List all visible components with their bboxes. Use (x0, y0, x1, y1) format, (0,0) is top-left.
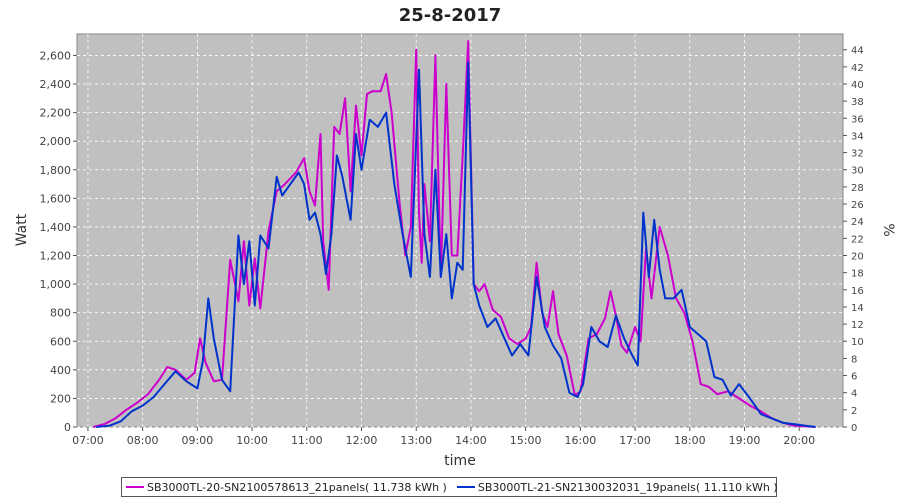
y2-tick-label: 4 (851, 389, 857, 400)
y2-tick-label: 44 (851, 46, 864, 57)
y-tick-label: 2,000 (40, 135, 72, 148)
y2-tick-label: 28 (851, 183, 864, 194)
y2-tick-label: 22 (851, 234, 864, 245)
legend-label-1: SB3000TL-20-SN2100578613_21panels( 11.73… (147, 480, 447, 494)
y2-tick-label: 40 (851, 80, 864, 91)
y2-axis-ticks: 0246810121416182022242628303234363840424… (843, 46, 864, 434)
y2-tick-label: 6 (851, 372, 857, 383)
y2-tick-label: 8 (851, 354, 857, 365)
x-tick-label: 17:00 (619, 434, 651, 447)
y2-tick-label: 14 (851, 303, 864, 314)
y-tick-label: 800 (50, 307, 71, 320)
x-axis-label: time (444, 453, 476, 469)
legend-item-2: SB3000TL-21-SN2130032031_19panels( 11.11… (456, 480, 778, 494)
x-tick-label: 16:00 (565, 434, 597, 447)
y2-tick-label: 2 (851, 406, 857, 417)
y-tick-label: 2,400 (40, 78, 72, 91)
series-line-1 (93, 40, 816, 428)
x-tick-label: 10:00 (236, 434, 268, 447)
y2-tick-label: 10 (851, 337, 864, 348)
plot-area (76, 33, 844, 428)
legend-label-2: SB3000TL-21-SN2130032031_19panels( 11.11… (477, 480, 778, 494)
x-tick-label: 07:00 (72, 434, 104, 447)
y-tick-label: 1,400 (40, 221, 72, 234)
series-lines (93, 40, 816, 428)
y-tick-label: 1,800 (40, 164, 72, 177)
x-tick-label: 09:00 (182, 434, 214, 447)
y-tick-label: 2,200 (40, 107, 72, 120)
y2-tick-label: 30 (851, 166, 864, 177)
y2-tick-label: 20 (851, 251, 864, 262)
y2-axis-label: % (880, 223, 896, 236)
x-tick-label: 14:00 (455, 434, 487, 447)
y-tick-label: 2,600 (40, 49, 72, 62)
x-tick-label: 11:00 (291, 434, 323, 447)
y-tick-label: 200 (50, 392, 71, 405)
y2-tick-label: 24 (851, 217, 864, 228)
x-tick-label: 18:00 (674, 434, 706, 447)
legend-item-1: SB3000TL-20-SN2100578613_21panels( 11.73… (126, 481, 447, 494)
x-tick-label: 20:00 (783, 434, 815, 447)
y-tick-label: 400 (50, 364, 71, 377)
y-tick-label: 0 (64, 421, 71, 434)
x-tick-label: 13:00 (400, 434, 432, 447)
y-tick-label: 1,000 (40, 278, 72, 291)
legend-swatch-2 (456, 486, 475, 488)
y2-tick-label: 42 (851, 63, 864, 74)
y2-tick-label: 16 (851, 286, 864, 297)
x-axis-ticks: 07:00 08:00 09:00 10:00 11:00 12:00 13:00 14:00… (72, 427, 815, 447)
y2-tick-label: 34 (851, 131, 864, 142)
y2-tick-label: 18 (851, 269, 864, 280)
y2-tick-label: 32 (851, 149, 864, 160)
y-axis-ticks: 0 200 400 600 800 1,000 1,200 1,400 1,600 1,800 2,… (40, 49, 77, 434)
x-tick-label: 19:00 (729, 434, 761, 447)
y2-tick-label: 0 (851, 423, 857, 434)
y2-tick-label: 12 (851, 320, 864, 331)
legend: SB3000TL-20-SN2100578613_21panels( 11.73… (121, 477, 778, 497)
y2-tick-label: 36 (851, 114, 864, 125)
y-axis-label: Watt (14, 213, 30, 246)
chart-title: 25-8-2017 (399, 5, 502, 26)
y2-tick-label: 26 (851, 200, 864, 211)
legend-swatch-1 (126, 486, 144, 488)
y-tick-label: 1,600 (40, 192, 72, 205)
series-line-2 (96, 61, 816, 428)
x-tick-label: 08:00 (127, 434, 159, 447)
x-tick-label: 15:00 (510, 434, 542, 447)
y-tick-label: 600 (50, 335, 71, 348)
y-tick-label: 1,200 (40, 250, 72, 263)
y2-tick-label: 38 (851, 97, 864, 108)
x-tick-label: 12:00 (346, 434, 378, 447)
